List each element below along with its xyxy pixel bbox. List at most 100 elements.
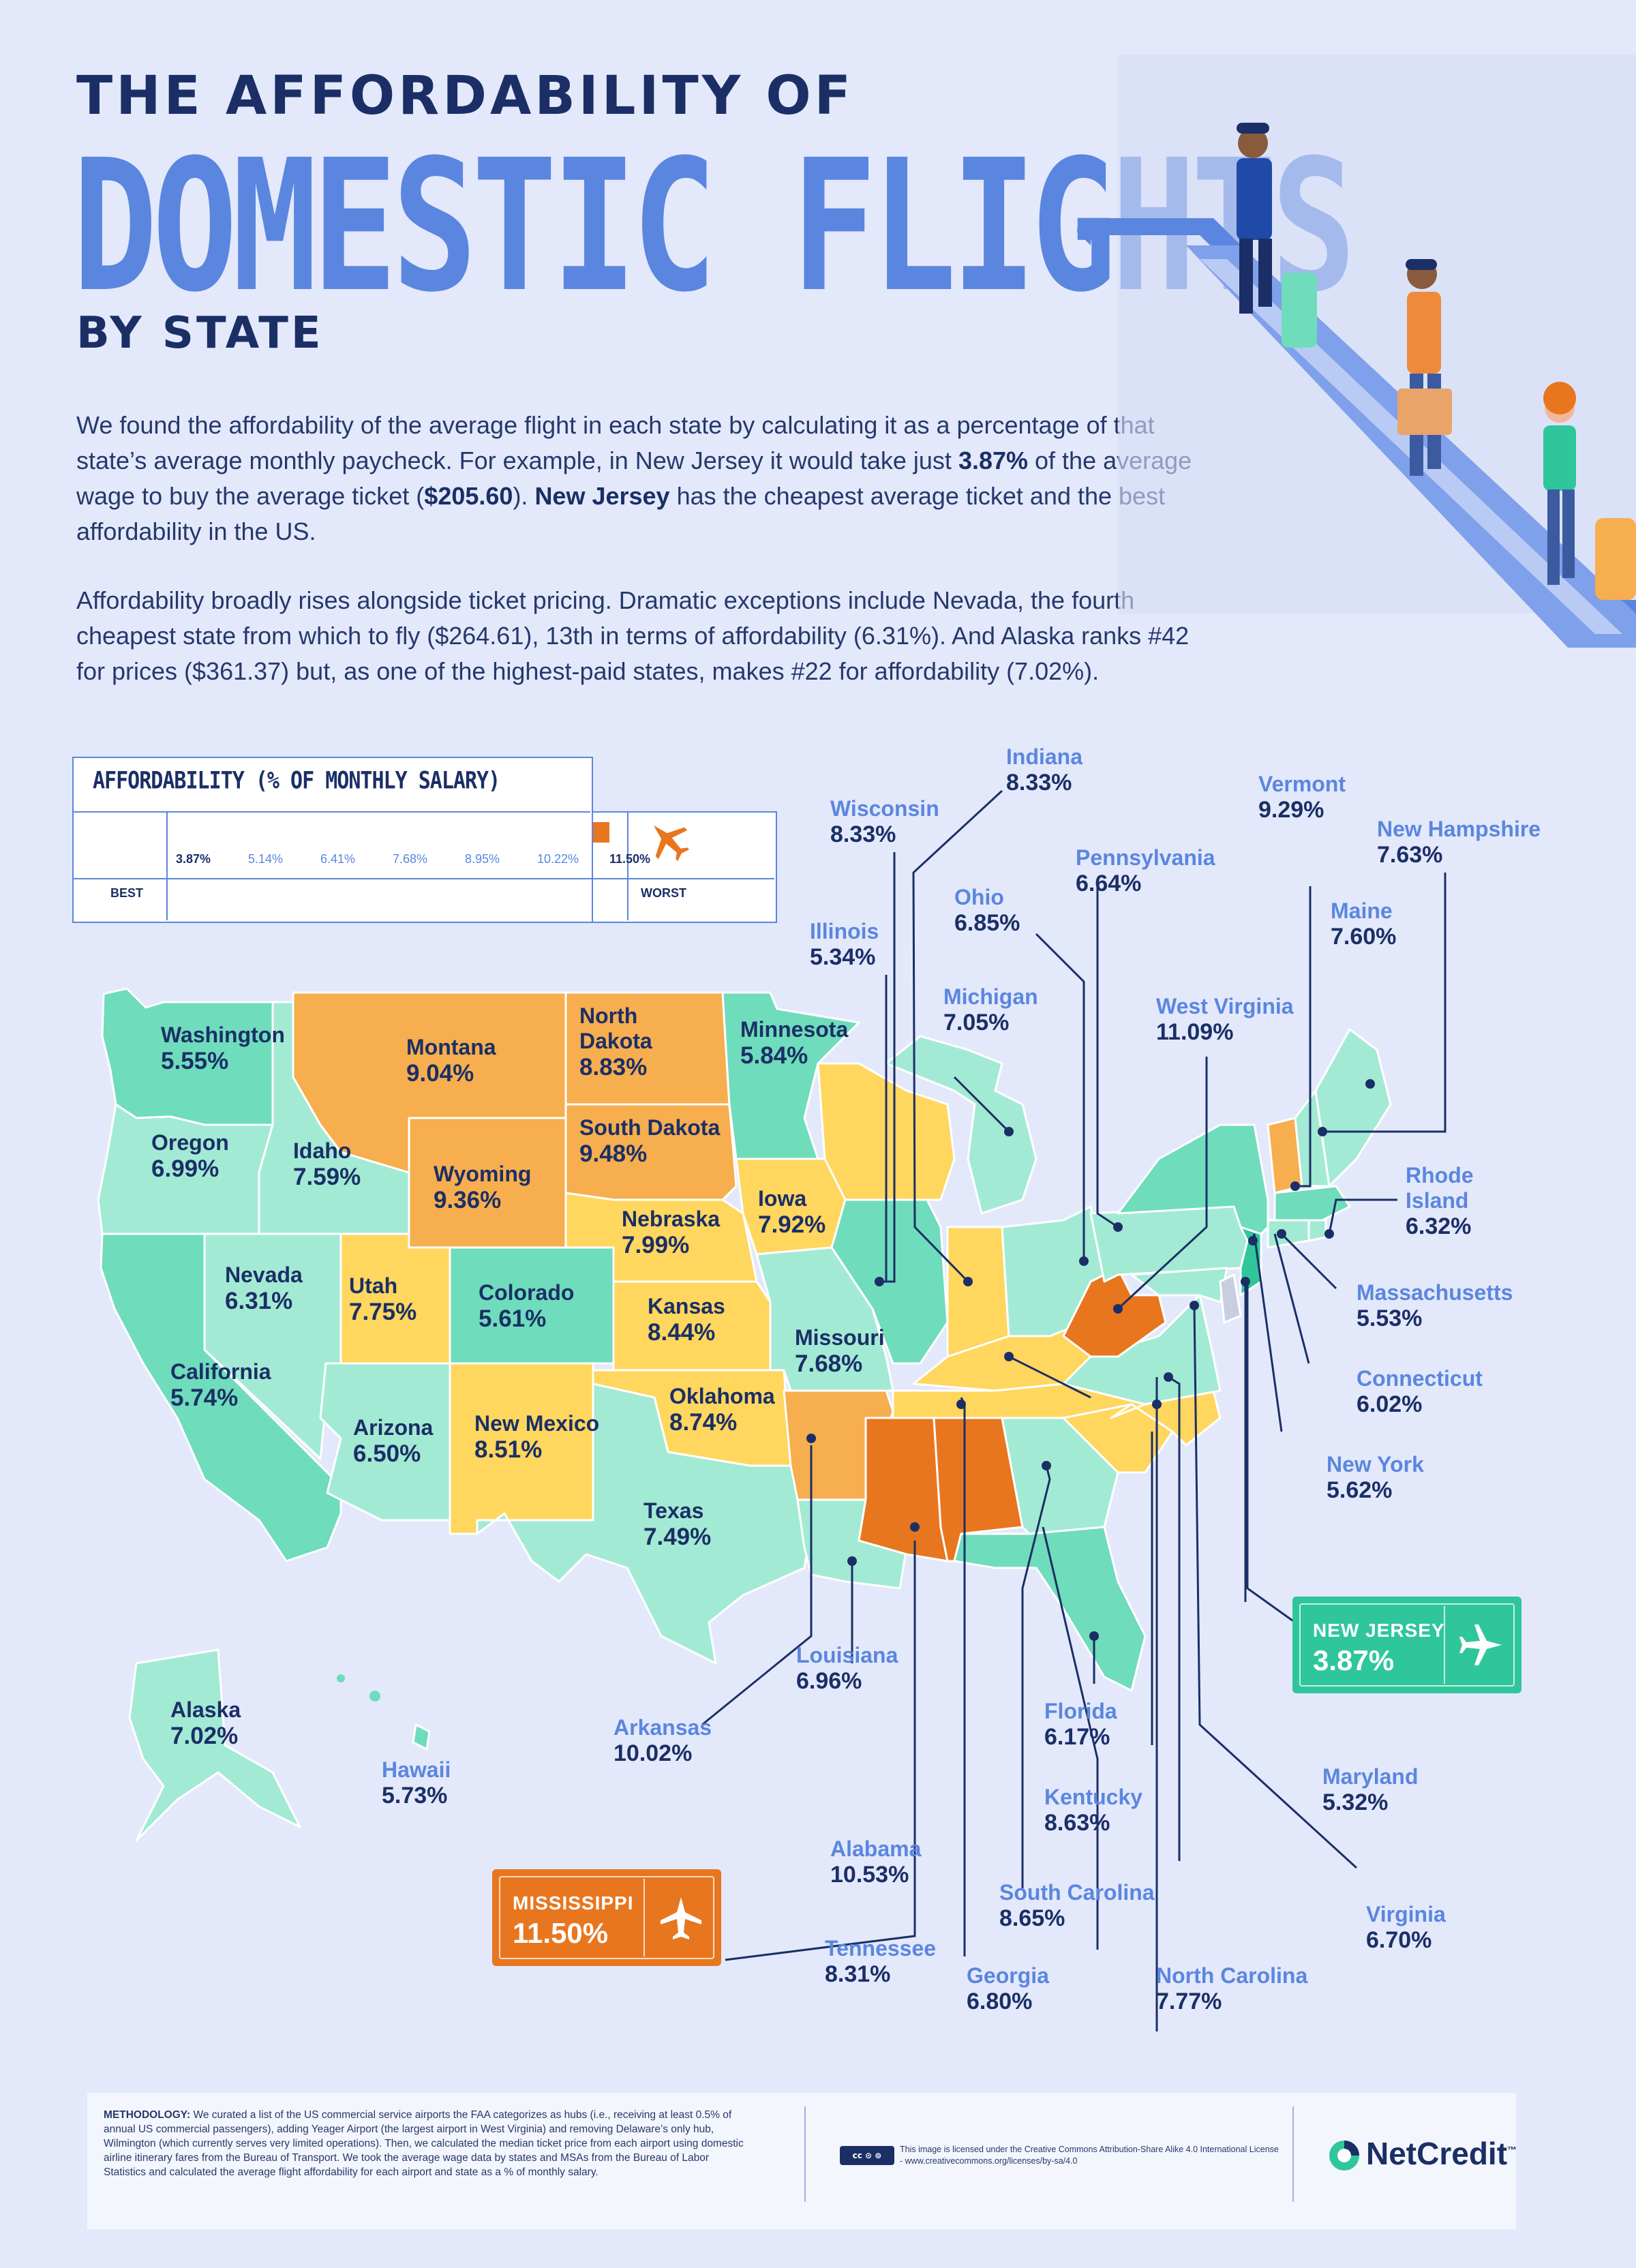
label-indiana: Indiana 8.33% — [1006, 744, 1083, 796]
leader-dots — [806, 1079, 1375, 1641]
label-ohio: Ohio 6.85% — [954, 885, 1020, 936]
traveler-leg-3 — [1547, 489, 1560, 585]
state-delaware — [1219, 1273, 1242, 1324]
label-montana: Montana 9.04% — [406, 1035, 496, 1087]
callout-divider — [643, 1879, 645, 1956]
legend-tick-label: 6.41% — [320, 852, 356, 866]
traveler-leg-3b — [1562, 489, 1575, 578]
label-alabama: Alabama 10.53% — [830, 1836, 922, 1888]
label-wyoming: Wyoming 9.36% — [434, 1162, 532, 1213]
state-new-york — [1117, 1123, 1269, 1235]
label-south-dakota: South Dakota 9.48% — [579, 1115, 721, 1167]
label-nevada: Nevada 6.31% — [225, 1262, 303, 1314]
plane-icon — [1459, 1624, 1502, 1665]
callout-mississippi-pct: 11.50% — [513, 1917, 609, 1949]
callout-frame — [499, 1876, 714, 1959]
traveler-body-1 — [1237, 158, 1272, 240]
label-massachusetts: Massachusetts 5.53% — [1357, 1280, 1513, 1331]
legend-best-label: BEST — [110, 886, 144, 900]
callout-new-jersey-pct: 3.87% — [1313, 1644, 1395, 1676]
label-minnesota: Minnesota 5.84% — [740, 1017, 849, 1069]
label-new-mexico: New Mexico 8.51% — [474, 1411, 600, 1463]
intro-text: We found the affordability of the averag… — [76, 411, 1155, 474]
label-utah: Utah 7.75% — [349, 1273, 417, 1325]
footer-divider — [1292, 2106, 1294, 2202]
intro-paragraph-1: We found the affordability of the averag… — [76, 408, 1194, 549]
footer-divider — [804, 2106, 806, 2202]
label-missouri: Missouri 7.68% — [795, 1325, 885, 1377]
intro-text: has the cheapest average ticket and the … — [76, 482, 1166, 545]
leader-line-new-jersey — [1246, 1282, 1296, 1624]
label-rhode-island: Rhode Island 6.32% — [1406, 1163, 1474, 1239]
state-rhode-island — [1307, 1219, 1327, 1242]
label-alaska: Alaska 7.02% — [170, 1697, 241, 1749]
state-minnesota — [721, 991, 860, 1160]
traveler-leg-1 — [1239, 239, 1253, 314]
callout-frame — [1299, 1603, 1515, 1687]
state-alaska — [128, 1648, 301, 1842]
intro-paragraph-2: Affordability broadly rises alongside ti… — [76, 586, 1190, 685]
label-maryland: Maryland 5.32% — [1322, 1764, 1419, 1815]
callout-mississippi: MISSISSIPPI 11.50% — [492, 1869, 721, 1966]
label-connecticut: Connecticut 6.02% — [1357, 1366, 1483, 1417]
label-vermont: Vermont 9.29% — [1258, 772, 1346, 823]
label-florida: Florida 6.17% — [1044, 1699, 1117, 1750]
label-illinois: Illinois 5.34% — [810, 919, 879, 970]
legend-plane-worst-icon — [653, 825, 690, 862]
callout-new-jersey-name: NEW JERSEY — [1313, 1620, 1445, 1641]
label-maine: Maine 7.60% — [1331, 898, 1397, 950]
legend-tick-label: 3.87% — [176, 852, 211, 866]
legend-tick-label: 7.68% — [393, 852, 428, 866]
brand-text: NetCredit — [1366, 2136, 1508, 2171]
brand-trademark: ™ — [1507, 2144, 1517, 2156]
state-south-carolina — [1062, 1403, 1174, 1474]
state-hawaii — [412, 1723, 431, 1751]
legend-tick-label: 11.50% — [609, 852, 651, 866]
label-georgia: Georgia 6.80% — [967, 1963, 1049, 2014]
label-louisiana: Louisiana 6.96% — [796, 1643, 898, 1694]
luggage-green — [1282, 273, 1317, 348]
callout-mississippi-name: MISSISSIPPI — [513, 1892, 634, 1914]
label-texas: Texas 7.49% — [643, 1498, 712, 1550]
traveler-hair-1 — [1237, 123, 1269, 134]
traveler-head-1 — [1238, 128, 1268, 158]
legend-tick-label: 10.22% — [537, 852, 579, 866]
state-virginia — [1062, 1294, 1222, 1406]
state-massachusetts — [1273, 1185, 1351, 1222]
label-pennsylvania: Pennsylvania 6.64% — [1076, 845, 1215, 896]
label-washington: Washington 5.55% — [161, 1023, 285, 1074]
label-hawaii: Hawaii 5.73% — [382, 1757, 451, 1809]
legend-tick-label: 5.14% — [248, 852, 284, 866]
legend-worst-label: WORST — [641, 886, 686, 900]
state-texas — [476, 1382, 813, 1665]
state-florida — [953, 1526, 1147, 1692]
cc-license-icon: cc ⊙ ⊚ — [840, 2146, 894, 2165]
legend-divider — [627, 811, 628, 920]
legend-divider — [166, 811, 168, 920]
label-new-hampshire: New Hampshire 7.63% — [1377, 817, 1541, 868]
title-subtitle: BY STATE — [76, 308, 324, 359]
intro-text: ). — [513, 482, 535, 510]
label-arkansas: Arkansas 10.02% — [614, 1715, 712, 1766]
label-colorado: Colorado 5.61% — [479, 1280, 575, 1332]
states — [97, 987, 1392, 1842]
traveler-body-3 — [1543, 425, 1576, 491]
briefcase — [1397, 389, 1452, 435]
methodology-label: METHODOLOGY: — [104, 2109, 191, 2121]
state-maryland — [1130, 1267, 1228, 1303]
legend-divider — [72, 811, 590, 813]
label-kansas: Kansas 8.44% — [648, 1294, 725, 1346]
methodology-text: METHODOLOGY: We curated a list of the US… — [104, 2108, 744, 2179]
label-idaho: Idaho 7.59% — [293, 1138, 361, 1190]
state-indiana — [946, 1226, 1010, 1358]
label-kentucky: Kentucky 8.63% — [1044, 1785, 1143, 1836]
state-connecticut — [1267, 1219, 1310, 1249]
label-oregon: Oregon 6.99% — [151, 1130, 229, 1182]
label-oklahoma: Oklahoma 8.74% — [669, 1384, 775, 1436]
label-new-york: New York 5.62% — [1327, 1452, 1424, 1503]
state-maine — [1314, 1028, 1392, 1188]
label-california: California 5.74% — [170, 1359, 271, 1411]
label-tennessee: Tennessee 8.31% — [825, 1936, 937, 1987]
state-michigan — [885, 1035, 1037, 1215]
label-north-dakota: North Dakota 8.83% — [579, 1003, 652, 1080]
